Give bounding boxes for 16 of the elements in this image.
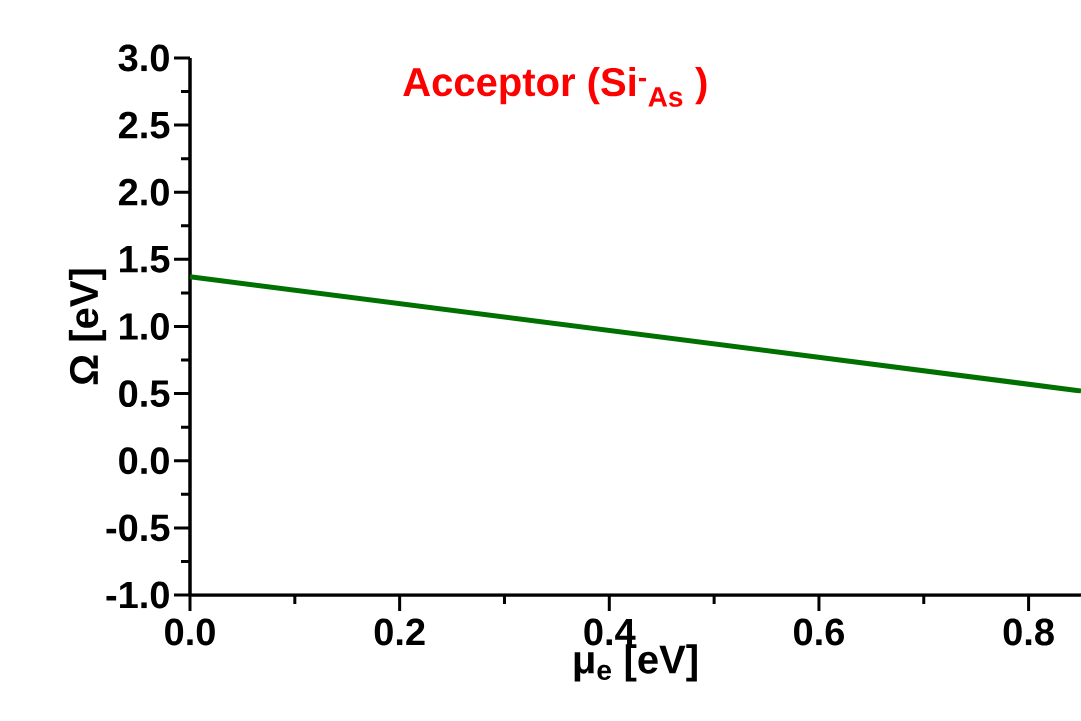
x-tick-label: 0.4 — [584, 618, 636, 646]
x-tick-label: 0.2 — [374, 618, 425, 646]
x-tick-label: 0.0 — [165, 618, 215, 646]
y-tick-label: 2.0 — [118, 178, 169, 206]
y-tick-label: 0.5 — [119, 380, 170, 408]
annotation: Acceptor (Si$^{-}$$_{As}$ ) — [403, 66, 707, 107]
y-tick-label: 3.0 — [118, 44, 169, 72]
y-tick-label: -0.5 — [106, 514, 170, 542]
y-tick-label: 0.0 — [119, 447, 169, 475]
x-tick-label: 0.6 — [794, 618, 844, 646]
y-axis-title: Ω [eV] — [68, 269, 107, 385]
x-tick-label: 0.8 — [1003, 618, 1054, 646]
y-tick-label: 1.5 — [120, 246, 170, 273]
y-tick-label: -1.0 — [106, 581, 169, 609]
y-tick-label: 1.0 — [120, 313, 169, 340]
y-tick-label: 2.5 — [118, 111, 170, 139]
